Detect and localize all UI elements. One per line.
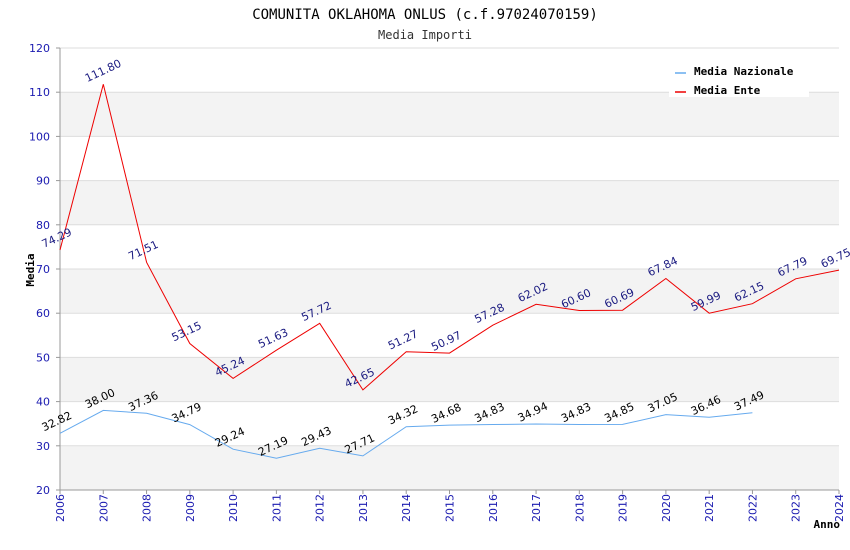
- x-tick-label: 2006: [54, 494, 67, 522]
- y-tick-label: 40: [36, 396, 50, 409]
- x-tick-label: 2018: [573, 494, 586, 522]
- x-tick-label: 2017: [530, 494, 543, 522]
- x-tick-label: 2021: [703, 494, 716, 522]
- series-line-ente: [59, 84, 840, 391]
- x-tick-label: 2011: [270, 494, 283, 522]
- band: [60, 357, 839, 402]
- band: [60, 92, 839, 137]
- y-tick-labels: 20 30 40 50 60 70 80 90 100 110 120: [29, 42, 50, 497]
- band: [60, 224, 839, 269]
- legend-box: [669, 60, 809, 97]
- x-tick-label: 2024: [833, 494, 846, 522]
- chart-title: COMUNITA OKLAHOMA ONLUS (c.f.97024070159…: [252, 7, 598, 23]
- x-tick-label: 2013: [357, 494, 370, 522]
- x-tick-label: 2015: [444, 494, 457, 522]
- x-tick-label: 2010: [227, 494, 240, 522]
- legend-label-ente: Media Ente: [694, 84, 761, 97]
- x-tick-label: 2014: [400, 494, 413, 522]
- y-tick-label: 30: [36, 440, 50, 453]
- band: [60, 136, 839, 181]
- y-axis-label: Media: [24, 253, 37, 286]
- axes: [59, 48, 839, 491]
- chart-subtitle: Media Importi: [378, 28, 472, 42]
- band: [60, 401, 839, 446]
- series-lines: [59, 84, 840, 459]
- legend: Media Nazionale Media Ente: [669, 60, 809, 97]
- x-tick-label: 2022: [746, 494, 759, 522]
- series-line-nazionale: [59, 409, 753, 459]
- y-tick-label: 50: [36, 351, 50, 364]
- x-tick-label: 2023: [790, 494, 803, 522]
- legend-label-nazionale: Media Nazionale: [694, 65, 794, 78]
- y-tick-label: 100: [29, 130, 50, 143]
- background-bands: [60, 48, 839, 490]
- y-tick-label: 90: [36, 175, 50, 188]
- y-tick-label: 110: [29, 86, 50, 99]
- band: [60, 180, 839, 225]
- x-tick-label: 2007: [97, 494, 110, 522]
- y-tick-label: 80: [36, 219, 50, 232]
- x-tick-label: 2008: [141, 494, 154, 522]
- band: [60, 313, 839, 358]
- y-tick-label: 70: [36, 263, 50, 276]
- y-tick-label: 60: [36, 307, 50, 320]
- x-tick-labels: 2006 2007 2008 2009 2010 2011 2012 2013 2014 2015…: [54, 494, 846, 522]
- y-tick-label: 20: [36, 484, 50, 497]
- x-axis-label: Anno: [814, 518, 841, 531]
- y-tick-label: 120: [29, 42, 50, 55]
- x-tick-label: 2009: [184, 494, 197, 522]
- x-tick-label: 2020: [660, 494, 673, 522]
- band: [60, 445, 839, 490]
- x-tick-label: 2016: [487, 494, 500, 522]
- x-tick-label: 2012: [314, 494, 327, 522]
- x-tick-label: 2019: [617, 494, 630, 522]
- band: [60, 269, 839, 314]
